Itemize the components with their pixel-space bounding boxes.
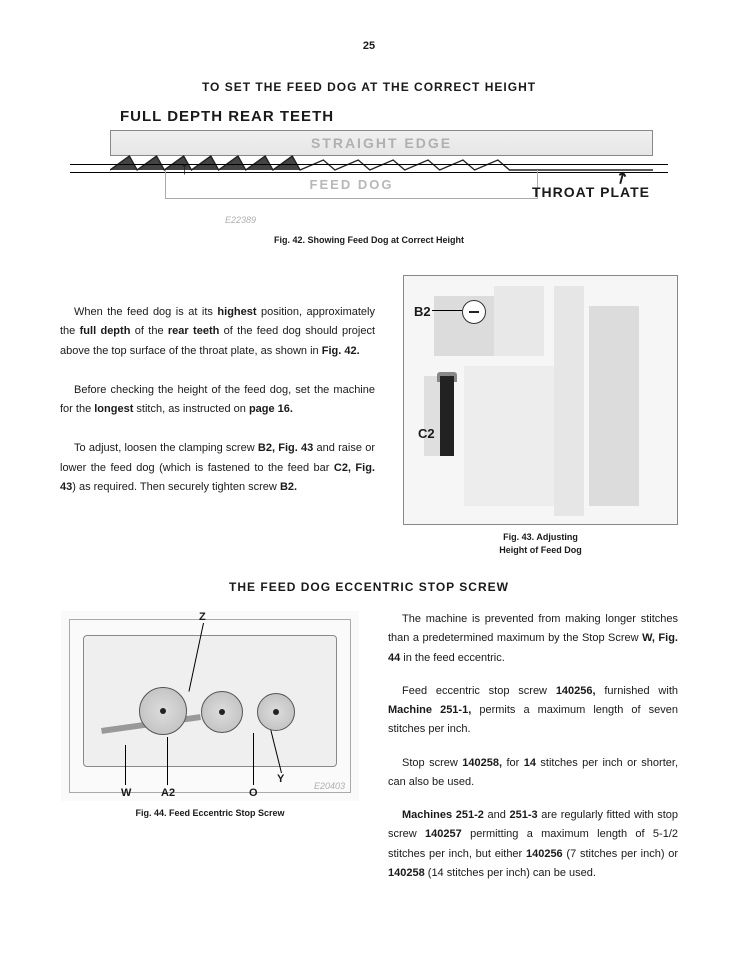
eccentric-gear-1 (139, 687, 187, 735)
slot-icon (467, 305, 481, 319)
para-4: The machine is prevented from making lon… (388, 610, 678, 668)
section-title-1: TO SET THE FEED DOG AT THE CORRECT HEIGH… (60, 80, 678, 94)
label-w: W (121, 787, 131, 799)
para-2: Before checking the height of the feed d… (60, 381, 375, 420)
label-a2: A2 (161, 787, 175, 799)
lower-text-column: The machine is prevented from making lon… (388, 610, 678, 897)
label-y: Y (277, 773, 284, 785)
eccentric-gear-2 (201, 691, 243, 733)
throat-plate-label: THROAT PLATE (532, 184, 650, 200)
label-z: Z (199, 611, 206, 623)
figure-43: B2 C2 (403, 275, 678, 525)
section-title-2: THE FEED DOG ECCENTRIC STOP SCREW (60, 580, 678, 594)
mid-section: When the feed dog is at its highest posi… (60, 275, 678, 556)
feed-bar-c2 (440, 376, 454, 456)
para-7: Machines 251-2 and 251-3 are regularly f… (388, 806, 678, 883)
label-b2: B2 (414, 304, 431, 319)
para-5: Feed eccentric stop screw 140256, furnis… (388, 682, 678, 740)
fig44-caption: Fig. 44. Feed Eccentric Stop Screw (60, 808, 360, 818)
eccentric-gear-3 (257, 693, 295, 731)
leader-w (125, 745, 126, 785)
label-c2: C2 (418, 426, 435, 441)
screw-b2-icon (462, 300, 486, 324)
fig44-refnum: E20403 (314, 781, 345, 791)
fig42-refnum: E22389 (225, 215, 256, 225)
fig43-caption: Fig. 43. AdjustingHeight of Feed Dog (403, 531, 678, 556)
straight-edge-label: STRAIGHT EDGE (311, 135, 452, 151)
leader-o (253, 733, 254, 785)
manual-page: 25 TO SET THE FEED DOG AT THE CORRECT HE… (0, 0, 738, 937)
feed-dog-label: FEED DOG (310, 177, 394, 192)
fig42-heading: FULL DEPTH REAR TEETH (120, 108, 334, 125)
fig42-caption: Fig. 42. Showing Feed Dog at Correct Hei… (60, 235, 678, 245)
mid-text-column: When the feed dog is at its highest posi… (60, 275, 375, 556)
para-1: When the feed dog is at its highest posi… (60, 303, 375, 361)
label-o: O (249, 787, 258, 799)
figure-44: Z W A2 O Y E20403 (60, 610, 360, 802)
throat-plate-line-top (70, 164, 668, 165)
straight-edge-bar: STRAIGHT EDGE (110, 130, 653, 156)
mid-figure-column: B2 C2 Fig. 43. AdjustingHeight of Feed D… (403, 275, 678, 556)
leader-a2 (167, 737, 168, 785)
lower-section: Z W A2 O Y E20403 Fig. 44. Feed Eccentri… (60, 610, 678, 897)
page-number: 25 (60, 40, 678, 52)
para-3: To adjust, loosen the clamping screw B2,… (60, 439, 375, 497)
feed-dog-bar: FEED DOG (165, 170, 538, 199)
b2-leader-line (432, 310, 462, 311)
para-6: Stop screw 140258, for 14 stitches per i… (388, 754, 678, 793)
figure-42: FULL DEPTH REAR TEETH ↓ STRAIGHT EDGE ↑ … (70, 112, 668, 227)
lower-figure-column: Z W A2 O Y E20403 Fig. 44. Feed Eccentri… (60, 610, 360, 897)
